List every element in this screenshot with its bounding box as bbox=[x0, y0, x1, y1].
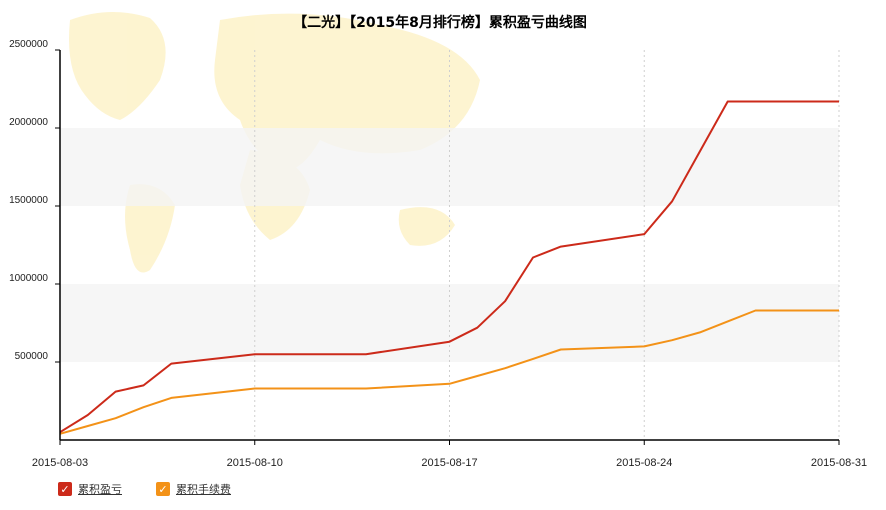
y-tick-label: 500000 bbox=[15, 351, 49, 362]
series-layer bbox=[59, 100, 839, 435]
y-tick-label: 2000000 bbox=[9, 117, 48, 128]
y-tick-label: 2500000 bbox=[9, 39, 48, 50]
y-tick-label: 1500000 bbox=[9, 195, 48, 206]
y-tick-label: 1000000 bbox=[9, 273, 48, 284]
x-tick-label: 2015-08-31 bbox=[811, 457, 867, 469]
legend-label: 累积盈亏 bbox=[78, 483, 122, 496]
x-tick-label: 2015-08-03 bbox=[32, 457, 88, 469]
series-line bbox=[59, 100, 839, 434]
y-tick-labels: 500000 1000000 1500000 2000000 2500000 bbox=[9, 39, 60, 363]
plot-area: 500000 1000000 1500000 2000000 2500000 2015-… bbox=[9, 39, 867, 469]
x-tick-label: 2015-08-24 bbox=[616, 457, 672, 469]
vertical-gridlines bbox=[254, 50, 840, 440]
check-icon: ✓ bbox=[58, 482, 72, 496]
chart-title: 【二光】【2015年8月排行榜】累积盈亏曲线图 bbox=[293, 14, 587, 31]
x-tick-label: 2015-08-17 bbox=[421, 457, 477, 469]
series-line bbox=[59, 309, 839, 435]
legend-item-cumulative-fee[interactable]: ✓ 累积手续费 bbox=[156, 481, 231, 497]
check-icon: ✓ bbox=[156, 482, 170, 496]
legend-item-cumulative-pnl[interactable]: ✓ 累积盈亏 bbox=[58, 481, 122, 497]
legend-label: 累积手续费 bbox=[176, 483, 231, 496]
x-tick-label: 2015-08-10 bbox=[227, 457, 283, 469]
legend: ✓ 累积盈亏 ✓ 累积手续费 bbox=[58, 481, 231, 497]
x-tick-labels: 2015-08-03 2015-08-10 2015-08-17 2015-08-24… bbox=[32, 440, 867, 469]
